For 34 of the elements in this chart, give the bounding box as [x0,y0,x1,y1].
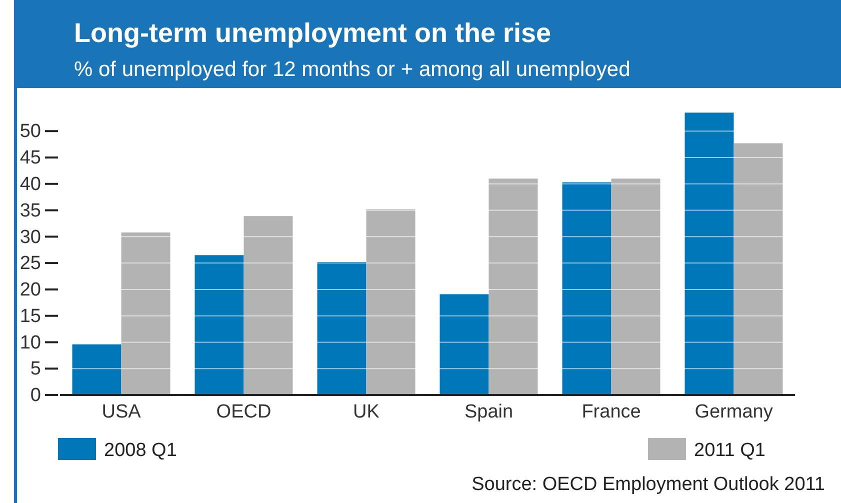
source-note: Source: OECD Employment Outlook 2011 [472,474,825,495]
x-tick-label: UK [353,401,380,422]
y-tick-label: 25 [20,253,41,274]
x-tick-label: OECD [216,401,272,422]
y-tick-label: 30 [20,226,41,248]
bar [734,143,783,395]
legend-label: 2008 Q1 [104,440,177,461]
bar [366,209,416,395]
x-tick-label: USA [102,401,142,422]
y-tick-label: 0 [30,385,41,406]
x-tick-label: Germany [694,401,774,422]
y-tick-label: 35 [20,200,41,222]
y-tick-label: 10 [20,332,41,354]
x-tick-label: France [582,401,641,422]
chart-title: Long-term unemployment on the rise [74,18,552,48]
bar [684,112,734,395]
y-tick-label: 5 [30,358,41,380]
bar [562,182,612,395]
bar [488,178,538,395]
y-tick-label: 40 [20,174,41,195]
y-tick-label: 20 [20,280,41,301]
bar [611,178,660,395]
bar [244,216,293,395]
bar [317,262,366,395]
x-tick-label: Spain [464,401,514,422]
y-tick-label: 45 [20,148,41,169]
bar [121,232,170,395]
chart-subtitle: % of unemployed for 12 months or + among all unemployed [74,58,630,81]
bar [194,255,244,395]
legend-label: 2011 Q1 [694,440,766,461]
y-tick-label: 15 [20,306,41,327]
bar [72,344,122,395]
y-tick-label: 50 [20,121,41,142]
bar [440,294,489,395]
